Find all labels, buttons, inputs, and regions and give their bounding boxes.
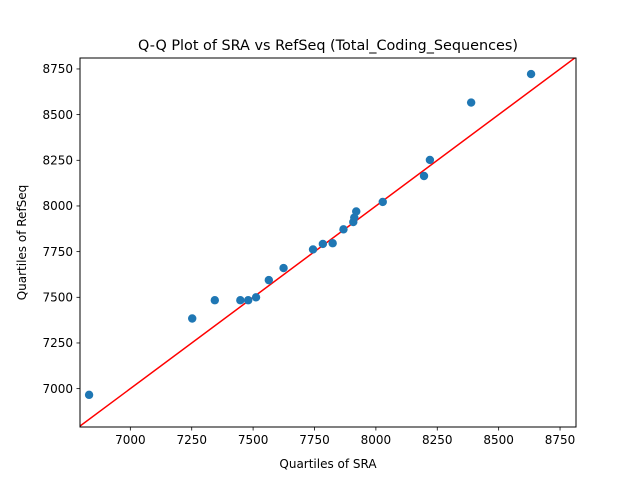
y-tick-label: 8250 [42,153,73,167]
y-axis-ticks: 7000 7250 7500 7750 8000 8250 8500 8750 [42,62,80,396]
plot-area-frame [79,57,577,428]
data-point [466,98,476,107]
data-point [243,296,253,305]
x-tick-label: 8750 [545,433,576,447]
x-tick-label: 7250 [176,433,207,447]
x-axis-label: Quartiles of SRA [279,457,377,471]
data-point [318,239,328,249]
x-tick-label: 8000 [361,433,392,447]
data-point [210,296,220,305]
y-tick-label: 7500 [42,291,73,305]
data-point [308,245,318,254]
data-point [251,293,261,302]
chart-title: Q-Q Plot of SRA vs RefSeq (Total_Coding_… [138,38,518,54]
y-tick-label: 8000 [42,199,73,213]
data-point [279,263,288,273]
y-axis-label: Quartiles of RefSeq [15,185,29,301]
y-tick-label: 7750 [42,245,73,259]
x-tick-label: 7500 [238,433,269,447]
data-point [339,225,348,234]
x-tick-label: 8250 [422,433,453,447]
data-point [526,69,536,79]
data-point [84,390,94,400]
data-point [425,155,435,165]
data-point [188,314,197,323]
data-point [352,207,361,216]
y-tick-label: 8500 [42,108,73,122]
y-tick-label: 7250 [42,336,73,350]
data-point [236,296,245,305]
plot-content [80,58,576,427]
y-tick-label: 7000 [42,382,73,396]
data-point [264,275,274,285]
data-point [378,197,387,207]
x-tick-label: 7000 [115,433,146,447]
reference-line [80,58,576,427]
data-point [419,171,429,181]
x-axis-ticks: 7000 7250 7500 7750 8000 8250 8500 8750 [115,427,575,447]
x-tick-label: 8500 [483,433,514,447]
data-point [328,239,337,248]
x-tick-label: 7750 [299,433,330,447]
y-tick-label: 8750 [42,62,73,76]
